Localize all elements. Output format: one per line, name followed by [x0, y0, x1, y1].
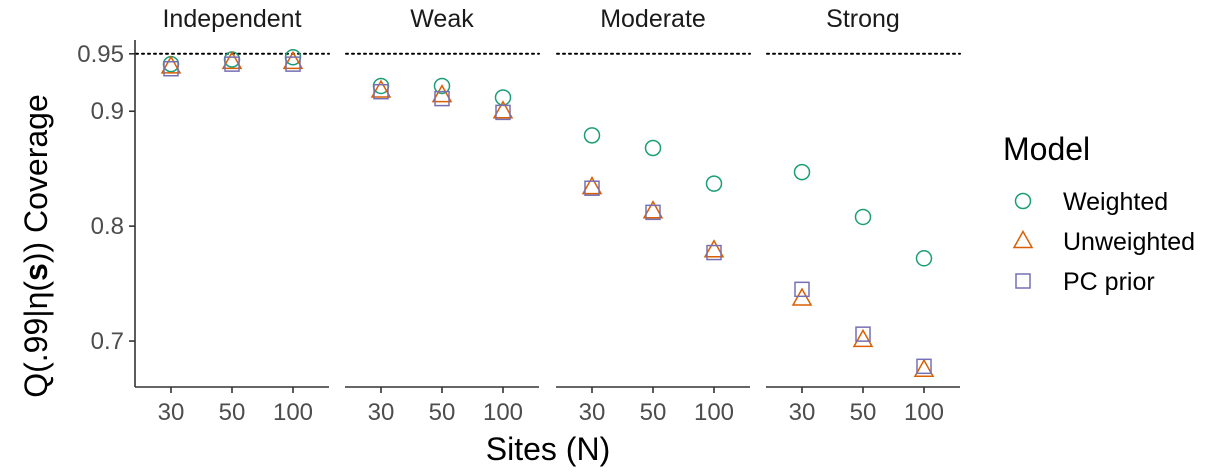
x-tick-label: 30 — [158, 399, 185, 426]
y-axis: 0.7 0.8 0.9 0.95 — [77, 40, 136, 387]
legend: Model Weighted Unweighted PC prior — [1003, 131, 1195, 296]
data-point-square — [434, 90, 450, 107]
y-tick-label: 0.9 — [91, 98, 124, 125]
panel-title: Independent — [162, 5, 301, 33]
data-point-circle — [793, 163, 811, 181]
x-tick-label: 50 — [429, 399, 456, 426]
x-tick-label: 50 — [640, 399, 667, 426]
x-tick-label: 100 — [273, 399, 313, 426]
data-point-triangle — [282, 50, 304, 70]
data-point-square — [706, 244, 722, 261]
y-axis-title: Q(.99|η(s)) Coverage — [18, 94, 54, 398]
legend-label: Weighted — [1063, 188, 1168, 216]
data-point-square — [855, 326, 871, 342]
data-point-triangle — [703, 239, 725, 258]
data-point-circle — [915, 250, 933, 267]
data-point-square — [163, 60, 179, 77]
panel-moderate: Moderate 30 50 100 — [556, 5, 751, 426]
data-point-square — [794, 281, 810, 298]
x-tick-label: 100 — [483, 399, 523, 426]
legend-item-weighted: Weighted — [1014, 188, 1168, 216]
legend-title: Model — [1003, 131, 1090, 167]
data-point-triangle — [221, 50, 243, 70]
y-tick-label: 0.7 — [91, 328, 124, 355]
panel-independent: Independent 30 50 100 — [135, 5, 330, 426]
data-point-triangle — [852, 328, 874, 348]
legend-triangle-icon — [1012, 229, 1034, 249]
legend-label: Unweighted — [1063, 228, 1195, 256]
panel-weak: Weak 30 50 100 — [345, 5, 540, 426]
data-point-square — [584, 180, 600, 196]
data-point-triangle — [492, 100, 514, 119]
panel-title: Moderate — [600, 5, 706, 33]
x-tick-label: 30 — [789, 399, 816, 426]
data-point-triangle — [581, 176, 603, 195]
data-point-circle — [162, 55, 180, 73]
data-point-square — [373, 83, 389, 100]
y-tick-label: 0.8 — [91, 213, 124, 240]
data-point-square — [495, 104, 511, 121]
panels: Independent 30 50 100 Weak 30 50 100 Moderate 30 5… — [135, 5, 961, 426]
legend-item-pc-prior: PC prior — [1015, 268, 1155, 296]
x-tick-label: 100 — [694, 399, 734, 426]
x-tick-label: 100 — [904, 399, 944, 426]
panel-title: Strong — [826, 5, 900, 33]
data-point-circle — [705, 175, 723, 192]
data-point-triangle — [642, 200, 664, 219]
data-point-square — [645, 204, 661, 221]
x-axis-title: Sites (N) — [486, 431, 610, 467]
legend-item-unweighted: Unweighted — [1012, 228, 1195, 256]
data-point-circle — [433, 77, 451, 95]
data-point-circle — [583, 127, 601, 144]
legend-items: Weighted Unweighted PC prior — [1012, 188, 1195, 296]
y-tick-label: 0.95 — [77, 41, 124, 68]
data-point-square — [916, 358, 932, 375]
panel-title: Weak — [410, 5, 474, 33]
x-tick-label: 50 — [219, 399, 246, 426]
data-point-square — [224, 56, 240, 72]
data-point-circle — [854, 208, 872, 226]
x-tick-label: 30 — [368, 399, 395, 426]
data-point-square — [285, 56, 301, 72]
data-point-triangle — [913, 358, 935, 378]
legend-circle-icon — [1014, 192, 1032, 210]
data-point-triangle — [370, 79, 392, 98]
legend-label: PC prior — [1063, 268, 1155, 296]
data-point-circle — [644, 139, 662, 157]
x-tick-label: 30 — [579, 399, 606, 426]
x-tick-label: 50 — [850, 399, 877, 426]
data-point-triangle — [160, 55, 182, 74]
data-point-triangle — [431, 84, 453, 103]
panel-strong: Strong 30 50 100 — [766, 5, 961, 426]
legend-square-icon — [1015, 273, 1031, 289]
